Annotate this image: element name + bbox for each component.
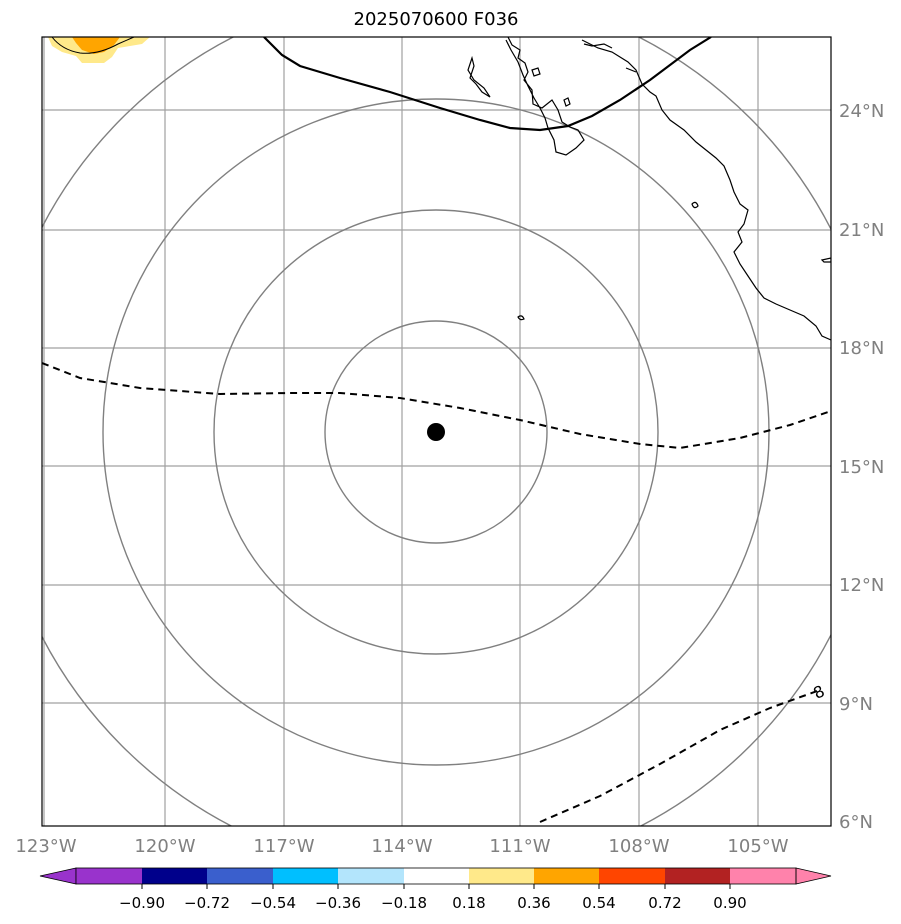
colorbar-bin xyxy=(665,868,730,884)
lat-label: 6°N xyxy=(839,812,873,833)
anomaly-contour xyxy=(51,37,135,54)
lon-label: 111°W xyxy=(489,836,550,857)
range-ring-3 xyxy=(102,98,770,766)
graticule xyxy=(42,37,831,826)
coastlines xyxy=(467,37,831,341)
positive-anomaly-dark xyxy=(72,37,120,54)
map-title: 2025070600 F036 xyxy=(353,9,519,30)
colorbar-low-extend xyxy=(39,867,77,885)
colorbar-tick-label: −0.72 xyxy=(184,894,230,912)
colorbar-bin xyxy=(207,868,273,884)
colorbar-bin xyxy=(404,868,469,884)
lat-label: 12°N xyxy=(839,575,884,596)
island-4 xyxy=(517,315,525,321)
lon-label: 108°W xyxy=(608,836,669,857)
island-7 xyxy=(625,67,637,73)
colorbar-bin xyxy=(338,868,404,884)
colorbar-bin xyxy=(534,868,599,884)
longitude-labels: 123°W 120°W 117°W 114°W 111°W 108°W 105°… xyxy=(15,836,788,857)
colorbar-bin xyxy=(76,868,142,884)
colorbar-tick-label: 0.72 xyxy=(648,894,681,912)
colorbar-tick-label: −0.90 xyxy=(119,894,165,912)
lon-label: 114°W xyxy=(371,836,432,857)
colorbar-bin xyxy=(469,868,534,884)
colorbar-tick-label: 0.36 xyxy=(517,894,550,912)
colorbar-bin xyxy=(273,868,338,884)
solid-contour-line xyxy=(263,37,712,132)
colorbar-tick-label: −0.18 xyxy=(381,894,427,912)
lat-label: 21°N xyxy=(839,220,884,241)
colorbar-bin xyxy=(142,868,207,884)
lon-label: 123°W xyxy=(15,836,76,857)
colorbar-tick-label: −0.36 xyxy=(315,894,361,912)
island-1 xyxy=(531,67,541,77)
range-ring-1 xyxy=(324,320,548,544)
colorbar-high-extend xyxy=(795,867,832,885)
baja-california-coast xyxy=(505,37,585,156)
island-6 xyxy=(583,43,613,49)
colorbar: −0.90 −0.72 −0.54 −0.36 −0.18 0.18 0.36 … xyxy=(39,867,832,912)
map-panel: 8 xyxy=(42,37,831,826)
dashed-contour-north xyxy=(42,362,831,450)
colorbar-bin xyxy=(599,868,665,884)
colorbar-tick-label: 0.54 xyxy=(582,894,615,912)
colorbar-tick-label: −0.54 xyxy=(250,894,296,912)
lon-label: 120°W xyxy=(134,836,195,857)
map-frame xyxy=(41,36,832,827)
baja-west-coast xyxy=(467,55,491,98)
colorbar-tick-label: 0.18 xyxy=(452,894,485,912)
dashed-contour-south xyxy=(539,689,821,823)
colorbar-bin xyxy=(730,868,796,884)
latitude-labels: 24°N 21°N 18°N 15°N 12°N 9°N 6°N xyxy=(839,101,884,833)
lat-label: 9°N xyxy=(839,694,873,715)
lat-label: 24°N xyxy=(839,101,884,122)
lat-label: 15°N xyxy=(839,457,884,478)
island-5 xyxy=(820,257,831,263)
lon-label: 105°W xyxy=(727,836,788,857)
range-ring-2 xyxy=(213,209,659,655)
lat-label: 18°N xyxy=(839,338,884,359)
storm-center-marker xyxy=(427,423,445,441)
island-2 xyxy=(563,97,571,107)
lon-label: 117°W xyxy=(253,836,314,857)
colorbar-tick-label: 0.90 xyxy=(713,894,746,912)
island-3 xyxy=(691,201,699,209)
range-rings xyxy=(42,37,831,826)
mainland-mexico-coast xyxy=(581,39,831,341)
